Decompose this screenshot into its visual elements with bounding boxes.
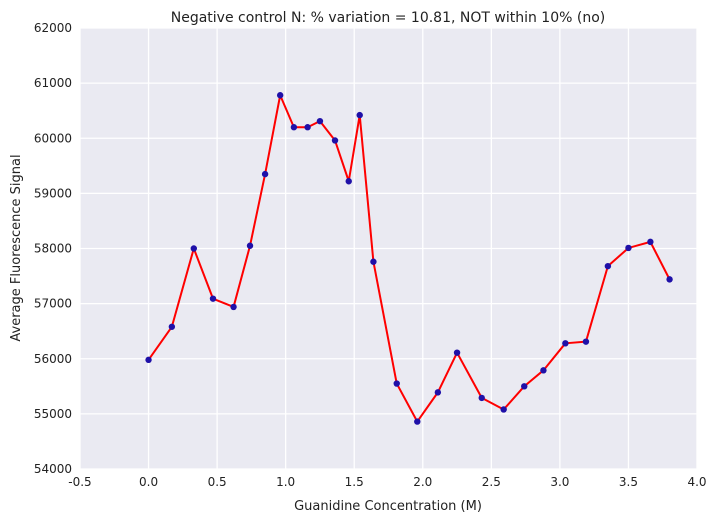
data-point [209,295,217,302]
y-tick-label: 59000 [34,186,72,200]
data-point [562,340,569,347]
data-point [453,349,461,356]
x-axis-ticks: -0.5 0.0 0.5 1.0 1.5 2.0 2.5 3.0 3.5 4.0 [68,475,706,489]
data-point [145,356,152,364]
x-tick-label: 3.5 [619,475,638,489]
data-point [356,111,363,119]
data-point [261,170,269,178]
y-axis-ticks: 54000 55000 56000 57000 58000 59000 60000 61000… [34,21,72,476]
x-tick-label: 0.0 [139,475,158,489]
y-tick-label: 57000 [34,297,72,311]
x-tick-label: -0.5 [68,475,91,489]
data-point [370,258,377,265]
chart-title: Negative control N: % variation = 10.81,… [171,10,606,26]
data-point [582,338,590,345]
data-point [604,262,612,270]
x-tick-label: 2.5 [482,475,501,489]
data-point [414,418,421,425]
data-point [246,242,254,249]
data-point [521,383,528,390]
data-point [478,394,485,402]
data-point [168,323,176,330]
data-series [145,92,673,425]
y-tick-label: 55000 [34,407,72,421]
y-tick-label: 56000 [34,352,72,366]
y-tick-label: 60000 [34,131,72,145]
data-point [393,380,400,387]
data-point [666,276,673,283]
y-tick-label: 54000 [34,462,72,476]
grid-lines [79,27,698,470]
x-tick-label: 1.5 [345,475,364,489]
y-tick-label: 58000 [34,242,72,256]
data-point [625,244,632,252]
x-tick-label: 0.5 [208,475,227,489]
data-point [290,124,298,131]
data-point [331,137,339,144]
x-tick-label: 2.0 [413,475,432,489]
x-tick-label: 4.0 [687,475,706,489]
y-axis-label: Average Fluorescence Signal [9,154,24,341]
data-point [190,245,198,252]
data-point [500,406,507,413]
data-point [434,389,442,396]
y-tick-label: 61000 [34,76,72,90]
data-point [540,367,547,374]
data-point [316,117,324,125]
y-tick-label: 62000 [34,21,72,35]
x-axis-label: Guanidine Concentration (M) [294,499,482,514]
x-tick-label: 3.0 [550,475,569,489]
data-point [345,178,352,185]
data-point [230,303,237,311]
data-point [304,124,311,131]
data-point [647,238,654,246]
x-tick-label: 1.0 [276,475,295,489]
data-point [276,92,284,99]
